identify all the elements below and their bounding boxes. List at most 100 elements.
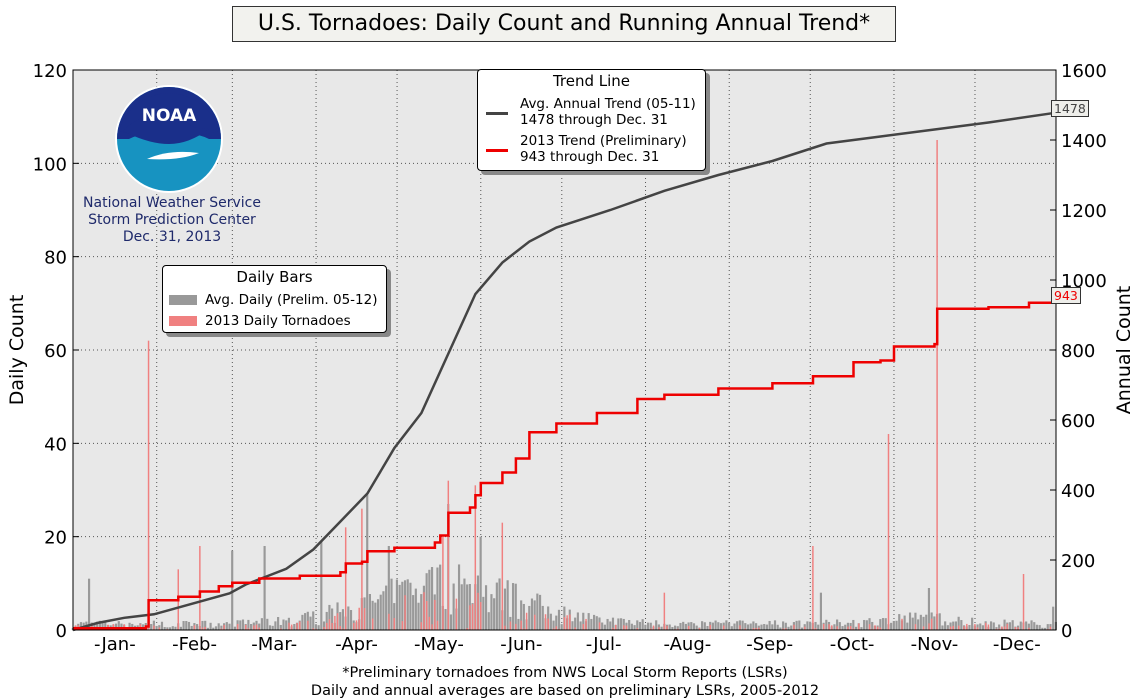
daily-2013-bar	[404, 595, 406, 630]
avg-daily-bar	[736, 621, 739, 630]
avg-daily-bar	[571, 621, 574, 630]
avg-daily-bar	[752, 621, 755, 630]
avg-daily-bar	[765, 624, 768, 630]
avg-daily-bar	[892, 620, 895, 630]
avg-daily-bar	[511, 583, 515, 630]
daily-2013-bar	[247, 628, 250, 630]
avg-daily-bar	[390, 578, 393, 630]
axes: 0204060801001200200400600800100012001400…	[33, 61, 1107, 655]
daily-2013-bar	[625, 625, 628, 630]
y-left-tick-label: 20	[44, 528, 67, 549]
daily-2013-bar	[874, 625, 876, 630]
avg-daily-bar	[919, 614, 922, 630]
avg-daily-bar	[328, 604, 331, 630]
daily-2013-bar	[147, 340, 150, 630]
avg-daily-bar	[368, 594, 372, 630]
noaa-logo-text: NOAA	[142, 106, 197, 126]
daily-2013-bar	[998, 628, 1000, 630]
avg-daily-bar	[674, 625, 677, 630]
avg-daily-bar	[579, 621, 582, 630]
daily-2013-bar	[312, 628, 315, 630]
avg-daily-bar	[187, 621, 191, 630]
avg-daily-bar	[1046, 624, 1049, 630]
daily-2013-bar	[547, 618, 549, 630]
avg-daily-bar	[231, 550, 234, 630]
daily-2013-bar	[1049, 626, 1052, 630]
y-right-tick-label: 1400	[1061, 131, 1107, 152]
avg-daily-bar	[692, 623, 696, 630]
avg-daily-bar	[617, 618, 620, 630]
x-month-label: -Jun-	[500, 634, 542, 655]
avg-daily-bar	[293, 624, 296, 630]
daily-2013-bar	[199, 546, 201, 630]
daily-2013-bar	[509, 621, 512, 630]
daily-2013-bar	[393, 618, 396, 630]
avg-annual-trend-line	[72, 111, 1057, 632]
daily-2013-bar	[331, 623, 333, 630]
avg-daily-bar	[944, 621, 947, 630]
avg-daily-bar	[104, 620, 107, 630]
avg-daily-bar	[482, 596, 485, 630]
avg-daily-bar	[395, 579, 399, 630]
avg-daily-bar	[484, 585, 488, 630]
avg-daily-bar	[406, 579, 409, 630]
avg-daily-bar	[371, 600, 374, 630]
avg-daily-bar	[998, 624, 1001, 630]
avg-daily-bar	[312, 611, 315, 630]
avg-end-value-label: 1478	[1051, 100, 1089, 117]
avg-daily-bar	[809, 621, 812, 630]
avg-daily-bar	[206, 627, 209, 630]
daily-2013-bar	[236, 623, 239, 630]
avg-daily-bar	[844, 624, 847, 630]
avg-daily-bar	[490, 594, 493, 630]
daily-2013-bar	[709, 624, 712, 630]
avg-daily-bar	[385, 585, 388, 630]
daily-2013-bar	[515, 623, 517, 630]
avg-daily-bar	[430, 567, 434, 630]
daily-2013-bar	[623, 625, 625, 630]
avg-daily-bar	[503, 588, 507, 630]
daily-2013-bar	[1028, 627, 1030, 630]
daily-2013-bar	[153, 625, 155, 630]
avg-daily-bar	[682, 621, 685, 630]
daily-2013-bar	[952, 625, 955, 630]
avg-daily-bar	[865, 620, 868, 630]
daily-2013-bar	[253, 625, 255, 630]
avg-daily-bar	[790, 625, 793, 630]
daily-2013-bar	[563, 617, 566, 630]
daily-2013-bar	[650, 628, 652, 630]
avg-daily-bar	[603, 624, 606, 630]
avg-daily-bar	[179, 626, 182, 630]
avg-daily-bar	[884, 618, 887, 630]
avg-daily-bar	[393, 603, 396, 630]
avg-daily-bar	[968, 625, 971, 630]
noaa-logo: NOAA	[115, 85, 223, 193]
avg-daily-bar	[914, 612, 917, 630]
footnote-line1: *Preliminary tornadoes from NWS Local St…	[342, 665, 788, 681]
daily-2013-bar	[504, 625, 506, 630]
y-left-tick-label: 120	[33, 61, 67, 82]
daily-2013-bar	[615, 624, 617, 630]
noaa-caption-line1: National Weather Service	[83, 195, 261, 211]
avg-daily-bar	[622, 618, 625, 630]
avg-daily-bar	[660, 626, 663, 630]
avg-daily-bar	[182, 621, 185, 630]
daily-2013-bar	[326, 622, 328, 630]
avg-daily-bar	[717, 622, 720, 630]
avg-daily-bar	[1027, 623, 1030, 630]
avg-daily-bar	[274, 621, 277, 630]
daily-2013-bar	[868, 624, 871, 630]
avg-daily-bar	[1011, 620, 1014, 630]
avg-daily-bar	[436, 567, 439, 630]
daily-2013-bar	[425, 601, 428, 630]
trend-2013-line	[73, 299, 1058, 630]
avg-daily-bar	[493, 598, 496, 630]
y-left-tick-label: 80	[44, 248, 67, 269]
daily-2013-bar	[193, 625, 196, 630]
avg-daily-bar	[641, 619, 644, 630]
daily-2013-bar	[201, 627, 204, 630]
y-right-tick-label: 0	[1061, 621, 1072, 642]
daily-2013-bar	[423, 592, 425, 630]
avg-daily-bar	[196, 624, 199, 630]
daily-2013-bar	[839, 628, 841, 630]
